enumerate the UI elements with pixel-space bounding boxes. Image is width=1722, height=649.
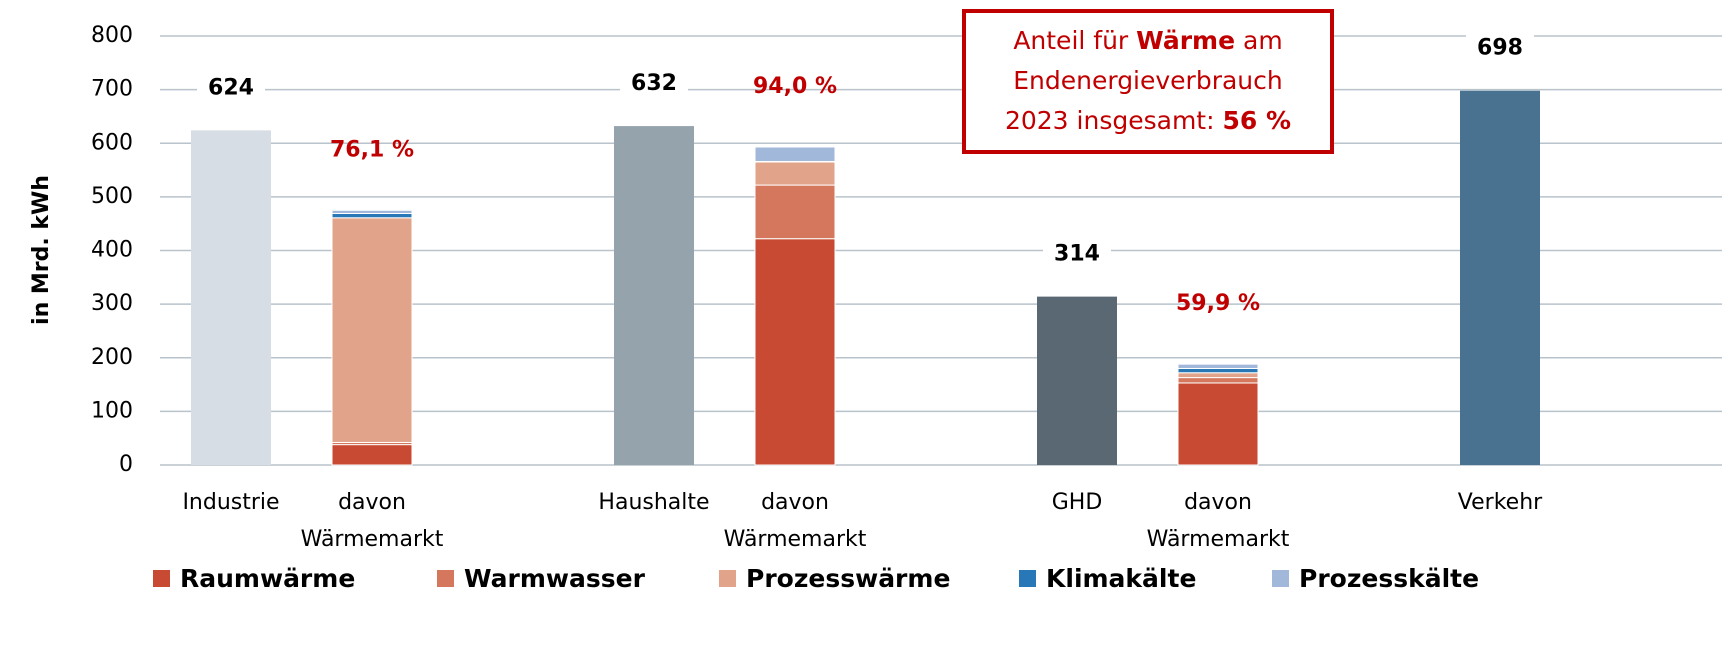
y-tick-label: 300 bbox=[91, 291, 133, 316]
y-tick-label: 800 bbox=[91, 23, 133, 48]
annotation-segment: Endenergieverbrauch bbox=[1013, 66, 1283, 95]
stack-segment bbox=[331, 217, 413, 443]
annotation-text: Anteil für Wärme am bbox=[1013, 26, 1282, 55]
annotation-segment: Anteil für bbox=[1013, 26, 1136, 55]
y-tick-label: 600 bbox=[91, 130, 133, 155]
annotation-segment: am bbox=[1235, 26, 1283, 55]
legend-swatch bbox=[437, 570, 454, 587]
total-bar bbox=[1460, 90, 1540, 465]
y-tick-label: 400 bbox=[91, 238, 133, 263]
annotation-text: Endenergieverbrauch bbox=[1013, 66, 1283, 95]
x-tick-label: davon Wärmemarkt bbox=[301, 490, 444, 552]
stack-segment bbox=[754, 161, 836, 186]
stack-segment bbox=[1177, 377, 1259, 384]
data-label: 698 bbox=[1477, 36, 1523, 61]
legend-label: Prozesswärme bbox=[746, 564, 950, 593]
share-label: 59,9 % bbox=[1176, 291, 1260, 316]
legend-label: Warmwasser bbox=[464, 564, 646, 593]
legend-label: Klimakälte bbox=[1046, 564, 1196, 593]
legend-swatch bbox=[1019, 570, 1036, 587]
x-tick-label: Verkehr bbox=[1458, 490, 1543, 515]
stack-segment bbox=[754, 184, 836, 240]
annotation-box bbox=[962, 9, 1334, 154]
label-bg bbox=[620, 68, 688, 101]
legend-label: Raumwärme bbox=[180, 564, 355, 593]
stack-segment bbox=[331, 212, 413, 219]
label-bg bbox=[1043, 238, 1111, 271]
y-tick-label: 100 bbox=[91, 398, 133, 423]
y-tick-label: 700 bbox=[91, 77, 133, 102]
x-tick-label: Haushalte bbox=[598, 490, 709, 515]
stack-segment bbox=[754, 238, 836, 466]
share-label: 94,0 % bbox=[753, 74, 837, 99]
annotation-segment: 2023 insgesamt: bbox=[1005, 106, 1223, 135]
stack-segment bbox=[1177, 367, 1259, 374]
legend-label: Prozesskälte bbox=[1299, 564, 1479, 593]
stack-segment bbox=[331, 209, 413, 214]
total-bar bbox=[1037, 296, 1117, 465]
stack-segment bbox=[331, 444, 413, 466]
y-tick-label: 500 bbox=[91, 184, 133, 209]
total-bar bbox=[614, 126, 694, 465]
legend-swatch bbox=[1272, 570, 1289, 587]
x-tick-label: Industrie bbox=[182, 490, 279, 515]
total-bar bbox=[191, 130, 271, 465]
annotation-segment: Wärme bbox=[1136, 26, 1235, 55]
stack-segment bbox=[1177, 382, 1259, 466]
data-label: 624 bbox=[208, 75, 254, 100]
legend-swatch bbox=[719, 570, 736, 587]
y-tick-label: 200 bbox=[91, 345, 133, 370]
label-bg bbox=[1466, 32, 1534, 65]
stack-segment bbox=[1177, 363, 1259, 369]
x-tick-label: davon Wärmemarkt bbox=[724, 490, 867, 552]
label-bg bbox=[197, 72, 265, 105]
stack-segment bbox=[1177, 372, 1259, 379]
data-label: 632 bbox=[631, 71, 677, 96]
x-tick-label: GHD bbox=[1052, 490, 1103, 515]
annotation-text: 2023 insgesamt: 56 % bbox=[1005, 106, 1291, 135]
legend-swatch bbox=[153, 570, 170, 587]
data-label: 314 bbox=[1054, 242, 1100, 267]
y-axis-label: in Mrd. kWh bbox=[29, 175, 54, 325]
share-label: 76,1 % bbox=[330, 137, 414, 162]
annotation-segment: 56 % bbox=[1222, 106, 1291, 135]
y-tick-label: 0 bbox=[119, 452, 133, 477]
x-tick-label: davon Wärmemarkt bbox=[1147, 490, 1290, 552]
stack-segment bbox=[754, 146, 836, 162]
